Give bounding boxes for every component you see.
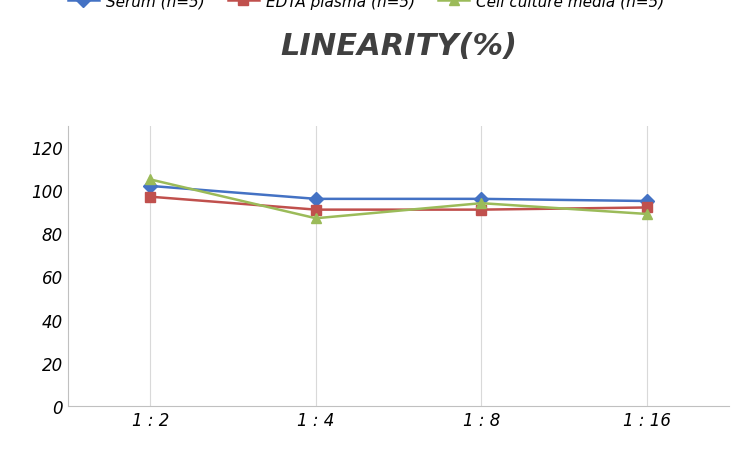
Line: Serum (n=5): Serum (n=5) [146, 182, 651, 207]
Serum (n=5) [642, 199, 651, 204]
Serum (n=5) [311, 197, 320, 202]
EDTA plasma (n=5) [146, 194, 155, 200]
Cell culture media (n=5) [642, 212, 651, 217]
Cell culture media (n=5) [146, 177, 155, 183]
Serum (n=5) [146, 184, 155, 189]
EDTA plasma (n=5) [311, 207, 320, 213]
Line: Cell culture media (n=5): Cell culture media (n=5) [146, 175, 651, 224]
Cell culture media (n=5) [477, 201, 486, 207]
Legend: Serum (n=5), EDTA plasma (n=5), Cell culture media (n=5): Serum (n=5), EDTA plasma (n=5), Cell cul… [62, 0, 671, 16]
Cell culture media (n=5) [311, 216, 320, 221]
Serum (n=5) [477, 197, 486, 202]
EDTA plasma (n=5) [477, 207, 486, 213]
EDTA plasma (n=5) [642, 205, 651, 211]
Text: LINEARITY(%): LINEARITY(%) [280, 32, 517, 60]
Line: EDTA plasma (n=5): EDTA plasma (n=5) [146, 193, 651, 215]
